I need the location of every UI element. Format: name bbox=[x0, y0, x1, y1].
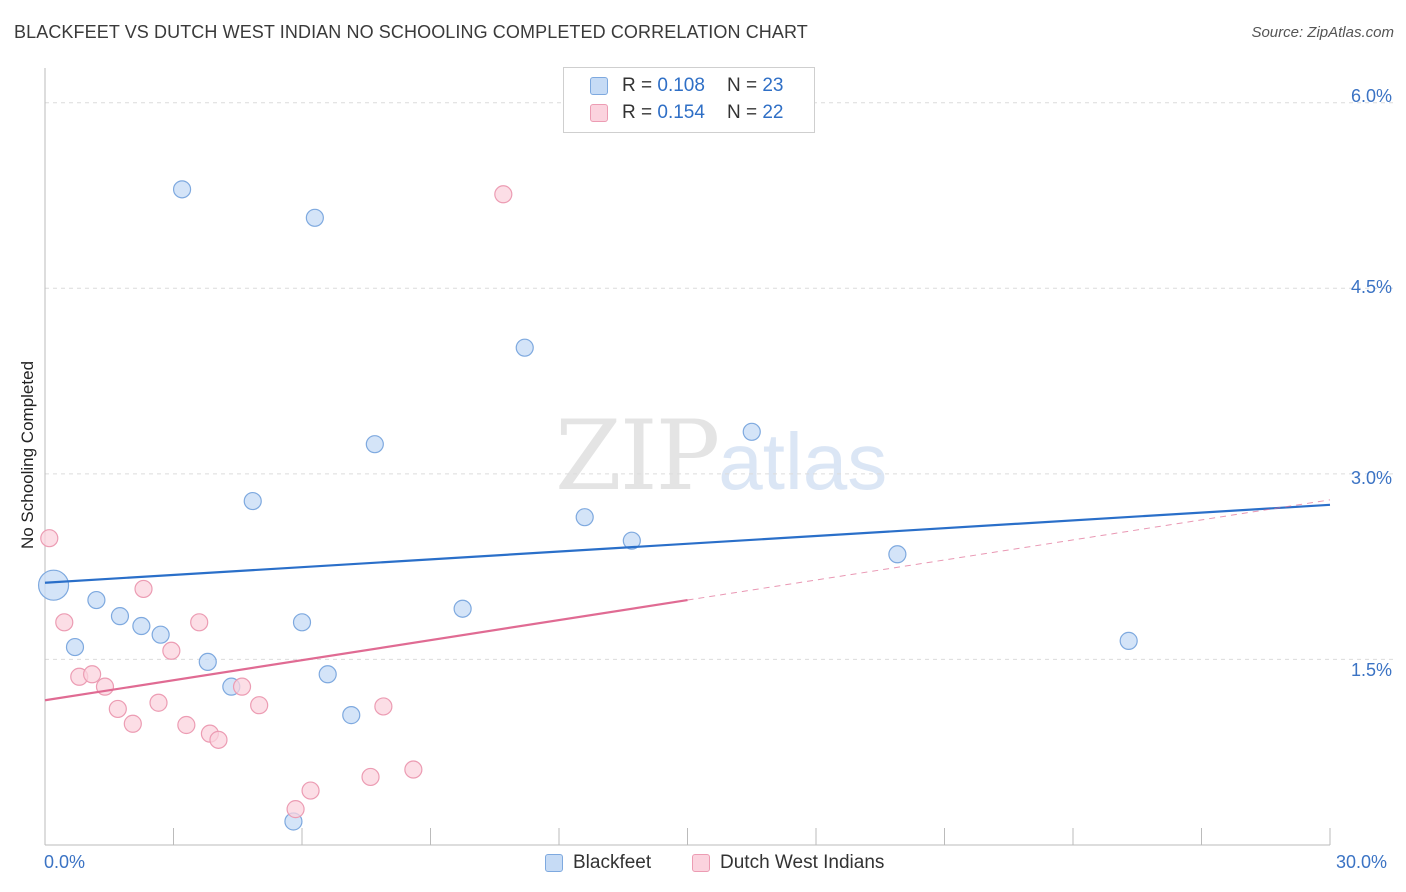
blackfeet-point-18 bbox=[575, 508, 594, 527]
blackfeet-point-22 bbox=[1119, 631, 1138, 650]
watermark-zip: ZIP bbox=[555, 400, 720, 512]
bottom-legend-label: Dutch West Indians bbox=[720, 852, 885, 873]
dutch-west-indians-point-16 bbox=[286, 800, 305, 819]
blackfeet-point-6 bbox=[172, 180, 192, 199]
legend-swatch-blue bbox=[590, 77, 608, 95]
stats-legend: R = 0.108 N = 23 R = 0.154 N = 22 bbox=[563, 67, 815, 133]
y-tick-label-3: 3.0% bbox=[1350, 468, 1392, 488]
dutch-west-indians-point-1 bbox=[55, 613, 74, 632]
chart-title: BLACKFEET VS DUTCH WEST INDIAN NO SCHOOL… bbox=[14, 22, 808, 42]
dutch-west-indians-point-17 bbox=[301, 781, 320, 800]
blackfeet-point-7 bbox=[198, 652, 217, 672]
dutch-west-indians-point-8 bbox=[149, 693, 168, 712]
dutch-west-indians-point-6 bbox=[123, 714, 142, 733]
dutch-west-indians-point-5 bbox=[108, 699, 127, 719]
dutch-west-indians-point-10 bbox=[177, 715, 196, 735]
blackfeet-point-19 bbox=[622, 531, 641, 550]
bottom-legend-label: Blackfeet bbox=[573, 852, 652, 873]
dutch-west-indians-point-11 bbox=[190, 613, 209, 632]
blackfeet-trend-line bbox=[44, 503, 1331, 584]
dutch-west-indians-point-9 bbox=[162, 641, 181, 660]
dutch-west-indians-point-3 bbox=[83, 665, 102, 684]
bottom-legend-swatch-blue bbox=[545, 854, 563, 872]
dutch-west-indians-trend-line bbox=[44, 598, 688, 702]
source-credit: Source: ZipAtlas.com bbox=[1251, 24, 1394, 41]
x-tick-label-min: 0.0% bbox=[44, 852, 86, 872]
blackfeet-point-14 bbox=[342, 706, 361, 725]
dutch-west-indians-trend-extension bbox=[687, 499, 1331, 601]
bottom-legend-blackfeet: Blackfeet bbox=[545, 852, 651, 874]
dutch-west-indians-point-0 bbox=[40, 529, 59, 548]
blackfeet-point-1 bbox=[65, 637, 85, 657]
legend-swatch-pink bbox=[590, 104, 608, 122]
dutch-west-indians-point-13 bbox=[209, 730, 228, 749]
blackfeet-point-4 bbox=[132, 616, 151, 636]
dutch-west-indians-point-20 bbox=[404, 760, 423, 779]
bottom-legend-dutch-west-indians: Dutch West Indians bbox=[692, 852, 884, 874]
blackfeet-point-15 bbox=[365, 435, 384, 454]
legend-n-value: 23 bbox=[762, 75, 784, 96]
dutch-west-indians-point-7 bbox=[134, 579, 153, 599]
blackfeet-point-21 bbox=[888, 545, 907, 564]
blackfeet-point-12 bbox=[305, 208, 324, 227]
legend-n-label: N = bbox=[726, 75, 758, 96]
blackfeet-point-3 bbox=[110, 607, 130, 626]
blackfeet-point-0 bbox=[37, 569, 70, 601]
blackfeet-point-5 bbox=[151, 625, 170, 644]
dutch-west-indians-point-18 bbox=[361, 767, 380, 787]
y-tick-label-1-5: 1.5% bbox=[1350, 660, 1392, 680]
dutch-west-indians-point-21 bbox=[494, 185, 513, 204]
legend-n-label: N = bbox=[726, 102, 758, 123]
legend-r-label: R = bbox=[622, 75, 653, 96]
blackfeet-point-9 bbox=[243, 491, 262, 511]
legend-row-dutch-west-indians: R = 0.154 N = 22 bbox=[590, 101, 783, 125]
bottom-legend-swatch-pink bbox=[692, 854, 710, 872]
blackfeet-point-13 bbox=[318, 665, 337, 684]
legend-row-blackfeet: R = 0.108 N = 23 bbox=[590, 74, 783, 98]
blackfeet-point-2 bbox=[87, 590, 106, 610]
legend-n-value: 22 bbox=[762, 102, 784, 123]
blackfeet-point-16 bbox=[453, 599, 472, 618]
x-tick-label-max: 30.0% bbox=[1336, 852, 1388, 872]
dutch-west-indians-point-15 bbox=[250, 696, 269, 715]
legend-r-label: R = bbox=[622, 102, 653, 123]
y-tick-label-6: 6.0% bbox=[1350, 86, 1392, 106]
dutch-west-indians-point-14 bbox=[232, 677, 252, 696]
legend-r-value: 0.108 bbox=[657, 75, 705, 96]
blackfeet-point-20 bbox=[742, 422, 761, 441]
y-tick-label-4-5: 4.5% bbox=[1350, 277, 1392, 297]
blackfeet-point-17 bbox=[515, 338, 534, 357]
legend-r-value: 0.154 bbox=[657, 102, 705, 123]
dutch-west-indians-point-19 bbox=[374, 697, 393, 716]
blackfeet-point-11 bbox=[292, 613, 312, 632]
y-axis-label: No Schooling Completed bbox=[18, 360, 37, 550]
